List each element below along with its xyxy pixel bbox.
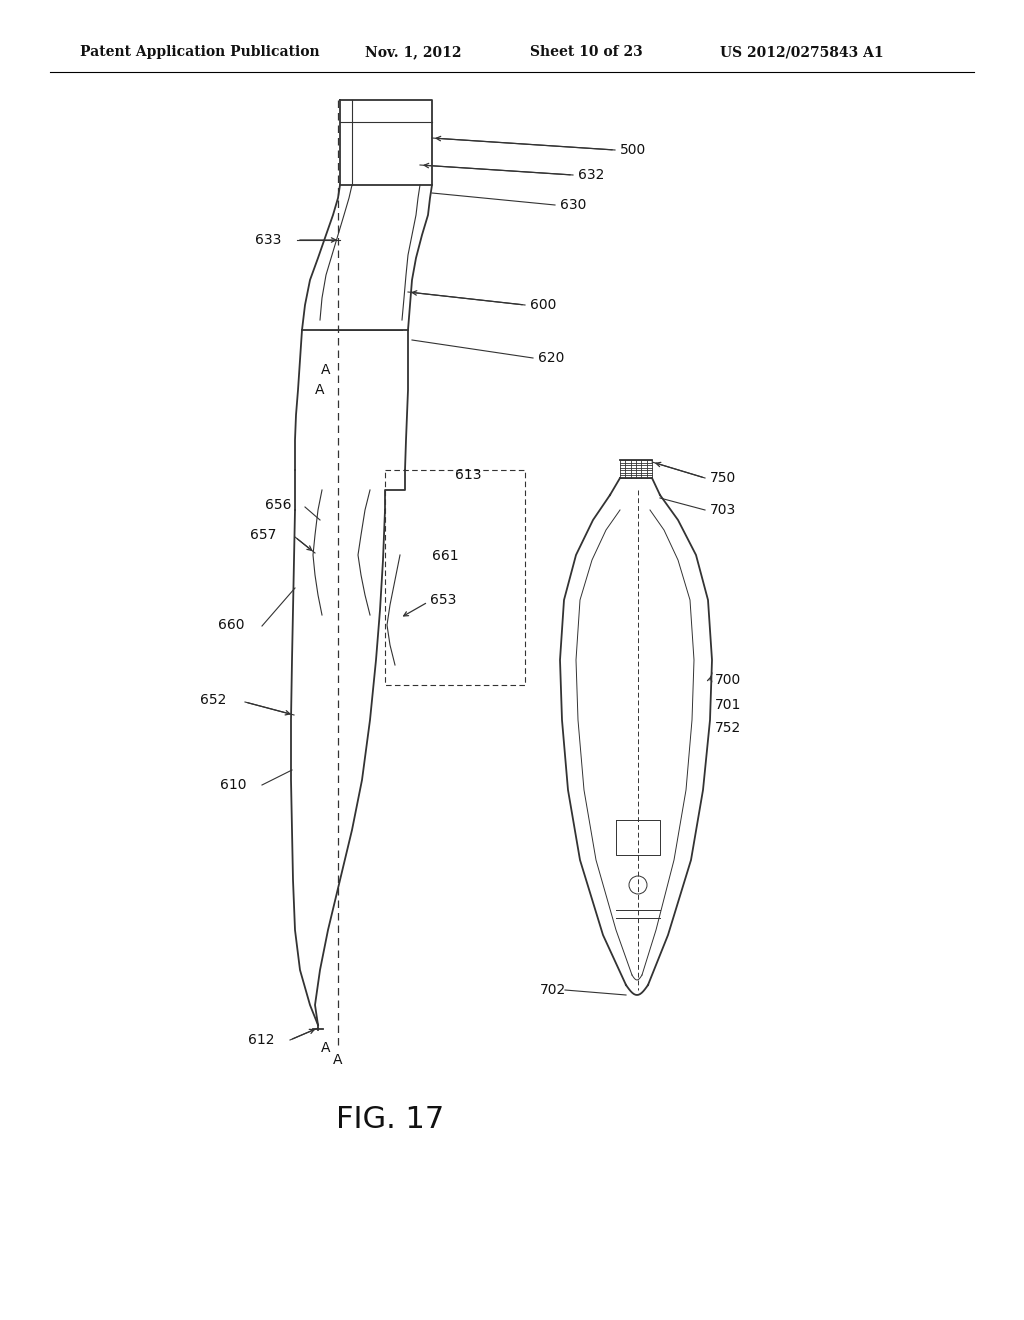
Text: A: A: [322, 1041, 331, 1055]
Text: 701: 701: [715, 698, 741, 711]
Text: 702: 702: [540, 983, 566, 997]
Text: 700: 700: [715, 673, 741, 686]
Text: 632: 632: [578, 168, 604, 182]
Text: 633: 633: [255, 234, 282, 247]
Text: 657: 657: [250, 528, 276, 543]
Text: 630: 630: [560, 198, 587, 213]
Text: Nov. 1, 2012: Nov. 1, 2012: [365, 45, 462, 59]
Text: 613: 613: [455, 469, 481, 482]
Text: A: A: [333, 1053, 343, 1067]
Text: US 2012/0275843 A1: US 2012/0275843 A1: [720, 45, 884, 59]
Text: FIG. 17: FIG. 17: [336, 1106, 444, 1134]
Text: Patent Application Publication: Patent Application Publication: [80, 45, 319, 59]
Text: A: A: [315, 383, 325, 397]
Text: 600: 600: [530, 298, 556, 312]
Text: 610: 610: [220, 777, 247, 792]
Text: 652: 652: [200, 693, 226, 708]
Text: 656: 656: [265, 498, 292, 512]
Text: 661: 661: [432, 549, 459, 564]
Text: 612: 612: [248, 1034, 274, 1047]
Text: 620: 620: [538, 351, 564, 366]
Text: 660: 660: [218, 618, 245, 632]
Text: 752: 752: [715, 721, 741, 735]
Text: Sheet 10 of 23: Sheet 10 of 23: [530, 45, 643, 59]
Text: 703: 703: [710, 503, 736, 517]
Text: 653: 653: [430, 593, 457, 607]
Text: A: A: [322, 363, 331, 378]
Text: 750: 750: [710, 471, 736, 484]
Text: 500: 500: [620, 143, 646, 157]
